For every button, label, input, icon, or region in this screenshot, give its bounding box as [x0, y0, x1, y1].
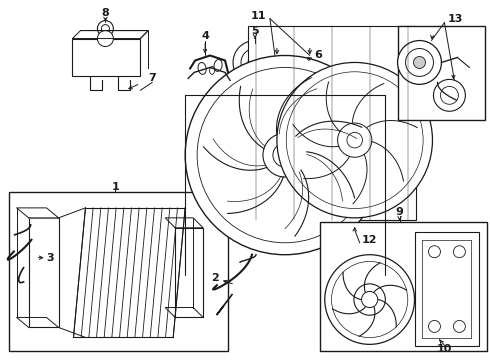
Polygon shape — [17, 208, 58, 218]
Text: 7: 7 — [148, 73, 156, 84]
Text: 2: 2 — [211, 273, 219, 283]
Circle shape — [453, 246, 465, 258]
Circle shape — [197, 67, 372, 243]
Circle shape — [101, 24, 109, 32]
Circle shape — [277, 62, 433, 218]
Text: 8: 8 — [101, 8, 109, 18]
Circle shape — [453, 320, 465, 332]
Text: 5: 5 — [251, 26, 259, 36]
Circle shape — [233, 41, 277, 84]
Bar — [9, 192, 228, 351]
Circle shape — [397, 41, 441, 84]
Circle shape — [273, 143, 297, 167]
Circle shape — [325, 255, 415, 345]
Circle shape — [347, 132, 363, 148]
Circle shape — [98, 21, 113, 37]
Bar — [73, 39, 140, 76]
Bar — [397, 26, 485, 120]
Circle shape — [98, 31, 113, 46]
Text: 13: 13 — [448, 14, 463, 24]
Circle shape — [434, 80, 465, 111]
Ellipse shape — [293, 59, 297, 66]
Circle shape — [332, 261, 408, 338]
Bar — [175, 228, 203, 318]
Text: 3: 3 — [47, 253, 54, 263]
Ellipse shape — [286, 51, 304, 73]
Circle shape — [286, 72, 423, 208]
Text: 4: 4 — [201, 31, 209, 41]
Circle shape — [428, 320, 441, 332]
Circle shape — [354, 284, 385, 315]
Text: 10: 10 — [437, 345, 452, 354]
Bar — [320, 222, 488, 351]
Ellipse shape — [214, 59, 222, 71]
Circle shape — [280, 150, 290, 160]
Bar — [28, 218, 58, 328]
Circle shape — [441, 86, 458, 104]
Bar — [248, 26, 416, 220]
Ellipse shape — [210, 67, 215, 75]
Circle shape — [406, 49, 434, 76]
Circle shape — [338, 123, 372, 157]
Text: 11: 11 — [250, 11, 266, 21]
Circle shape — [414, 57, 425, 68]
Circle shape — [248, 55, 262, 69]
Text: 1: 1 — [112, 182, 119, 192]
Ellipse shape — [198, 63, 206, 75]
Circle shape — [428, 246, 441, 258]
Circle shape — [185, 55, 385, 255]
Ellipse shape — [290, 55, 300, 69]
Circle shape — [263, 133, 307, 177]
Circle shape — [362, 292, 378, 307]
Text: 6: 6 — [314, 50, 322, 60]
Circle shape — [241, 49, 269, 76]
Text: 12: 12 — [362, 235, 377, 245]
Text: 9: 9 — [395, 207, 403, 217]
Bar — [415, 232, 479, 346]
